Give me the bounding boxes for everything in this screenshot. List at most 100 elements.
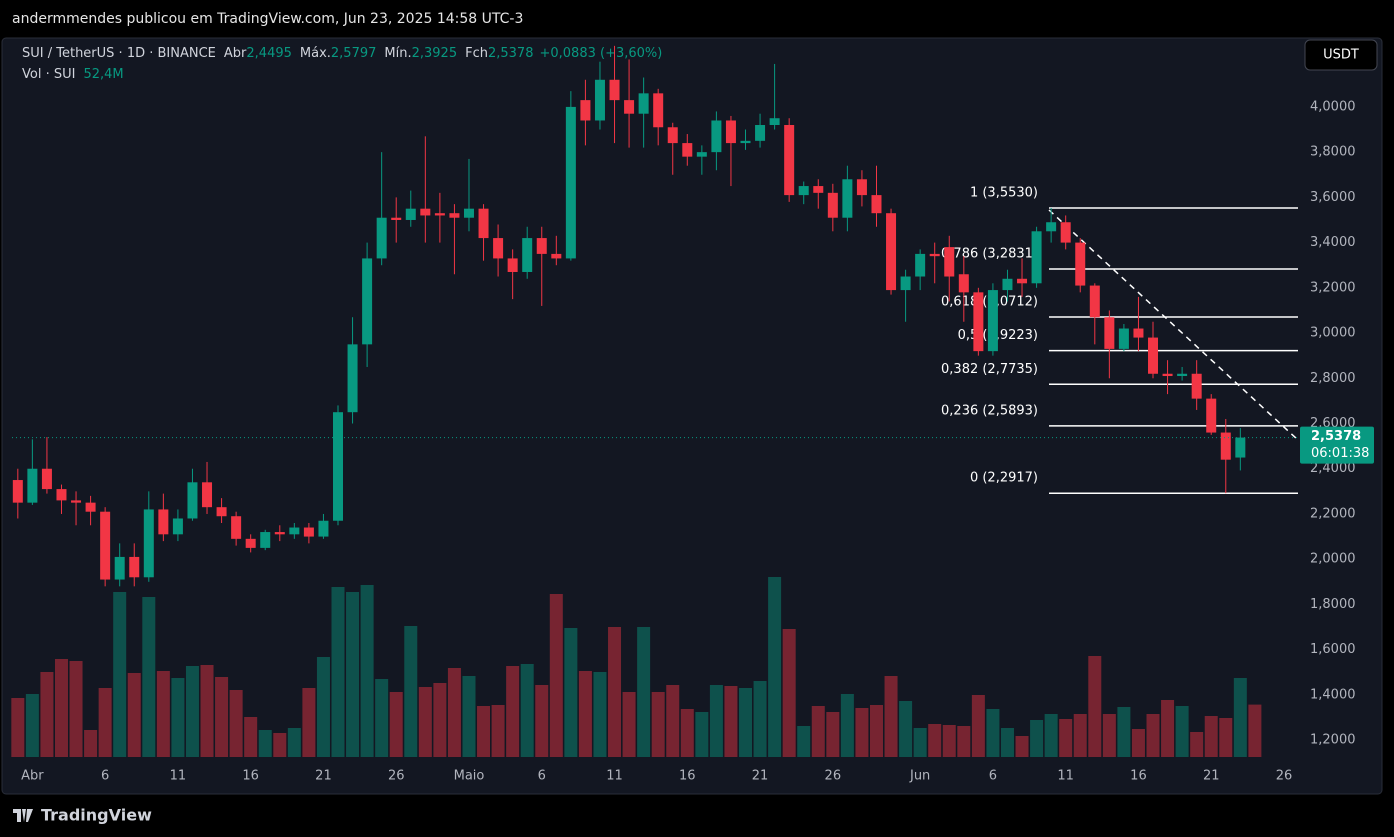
candle-body	[216, 507, 227, 517]
caption: andermmendes publicou em TradingView.com…	[12, 11, 523, 27]
candle-body	[158, 509, 169, 535]
legend-close: 2,5378	[488, 46, 534, 61]
volume-bar	[1102, 714, 1116, 757]
volume-bar	[666, 685, 680, 757]
volume-bar	[215, 677, 229, 757]
candle-body	[915, 253, 926, 277]
candle-body	[813, 186, 824, 193]
volume-value: 52,4M	[83, 67, 123, 82]
volume-bar	[1059, 719, 1073, 757]
candle-body	[711, 120, 722, 153]
candle-body	[405, 208, 416, 220]
x-tick-label: 21	[315, 769, 332, 784]
x-tick-label: 16	[242, 769, 259, 784]
volume-bar	[346, 592, 360, 757]
candle-body	[12, 480, 23, 503]
y-tick-label: 3,8000	[1310, 145, 1356, 160]
volume-bar	[622, 692, 636, 757]
candle-body	[114, 556, 125, 580]
volume-bar	[957, 726, 971, 757]
candle-body	[391, 217, 402, 220]
volume-bar	[637, 627, 651, 757]
candle-body	[944, 247, 955, 277]
candle-body	[987, 290, 998, 352]
currency[interactable]: USDT	[1323, 48, 1359, 63]
candle-body	[202, 482, 213, 508]
x-tick-label: 6	[989, 769, 997, 784]
candle-body	[1118, 328, 1129, 349]
candle-body	[871, 195, 882, 214]
volume-bar	[724, 686, 738, 757]
volume-bar	[1190, 732, 1204, 757]
legend-high-label: Máx.	[300, 46, 331, 61]
candle-body	[973, 292, 984, 352]
candle-body	[85, 502, 96, 512]
y-tick-label: 1,2000	[1310, 733, 1356, 748]
y-tick-label: 1,8000	[1310, 597, 1356, 612]
candle-body	[755, 125, 766, 141]
candle-body	[609, 79, 620, 101]
fib-label: 1 (3,5530)	[970, 185, 1038, 200]
candle-body	[886, 213, 897, 291]
candle-body	[594, 79, 605, 121]
y-tick-label: 4,0000	[1310, 99, 1356, 114]
x-tick-label: 26	[388, 769, 405, 784]
volume-bar	[971, 695, 985, 757]
candle-body	[653, 93, 664, 128]
y-tick-label: 2,0000	[1310, 552, 1356, 567]
volume-bar	[302, 688, 316, 757]
volume-bar	[942, 725, 956, 757]
candle-body	[449, 213, 460, 218]
volume-bar	[1015, 736, 1029, 757]
candle-body	[274, 532, 285, 535]
fib-label: 0,236 (2,5893)	[941, 403, 1038, 418]
candle-body	[856, 179, 867, 196]
legend-open-label: Abr	[224, 46, 247, 61]
legend-open: 2,4495	[246, 46, 292, 61]
volume-bar	[869, 705, 883, 757]
volume-bar	[506, 666, 520, 757]
volume-bar	[360, 585, 374, 757]
volume-bar	[25, 694, 39, 757]
candle-body	[1220, 432, 1231, 460]
candle-body	[1046, 222, 1057, 232]
candle-body	[100, 511, 111, 580]
x-tick-label: 26	[825, 769, 842, 784]
volume-bar	[1044, 714, 1058, 757]
volume-bar	[69, 661, 83, 757]
volume-bar	[593, 672, 607, 757]
candle-body	[1031, 231, 1042, 284]
volume-label: Vol · SUI	[22, 67, 75, 82]
y-tick-label: 2,4000	[1310, 461, 1356, 476]
candle-body	[303, 527, 314, 537]
volume-bar	[739, 688, 753, 757]
volume-bar	[753, 681, 767, 757]
volume-bar	[782, 629, 796, 757]
volume-bar	[84, 730, 98, 757]
candle-body	[434, 213, 445, 216]
legend-high: 2,5797	[331, 46, 377, 61]
candle-body	[231, 516, 242, 539]
volume-bar	[418, 687, 432, 757]
volume-bar	[811, 706, 825, 757]
ohlc-legend: SUI / TetherUS · 1D · BINANCE Abr2,4495 Má…	[22, 46, 662, 61]
volume-bar	[840, 694, 854, 757]
candle-body	[827, 192, 838, 218]
candle-body	[1133, 328, 1144, 338]
volume-bar	[273, 733, 287, 757]
candle-body	[1206, 398, 1217, 433]
candle-body	[1148, 337, 1159, 374]
volume-bar	[1030, 720, 1044, 757]
candle-body	[682, 143, 693, 157]
x-tick-label: 11	[170, 769, 187, 784]
volume-bar	[826, 712, 840, 757]
volume-bar	[899, 701, 913, 757]
currency-button[interactable]	[1304, 39, 1378, 71]
candle-body	[129, 556, 140, 578]
candle-body	[1017, 278, 1028, 284]
volume-bar	[797, 726, 811, 757]
candle-body	[493, 238, 504, 259]
y-tick-label: 3,0000	[1310, 326, 1356, 341]
x-tick-label: 26	[1276, 769, 1293, 784]
candle-body	[187, 482, 198, 519]
